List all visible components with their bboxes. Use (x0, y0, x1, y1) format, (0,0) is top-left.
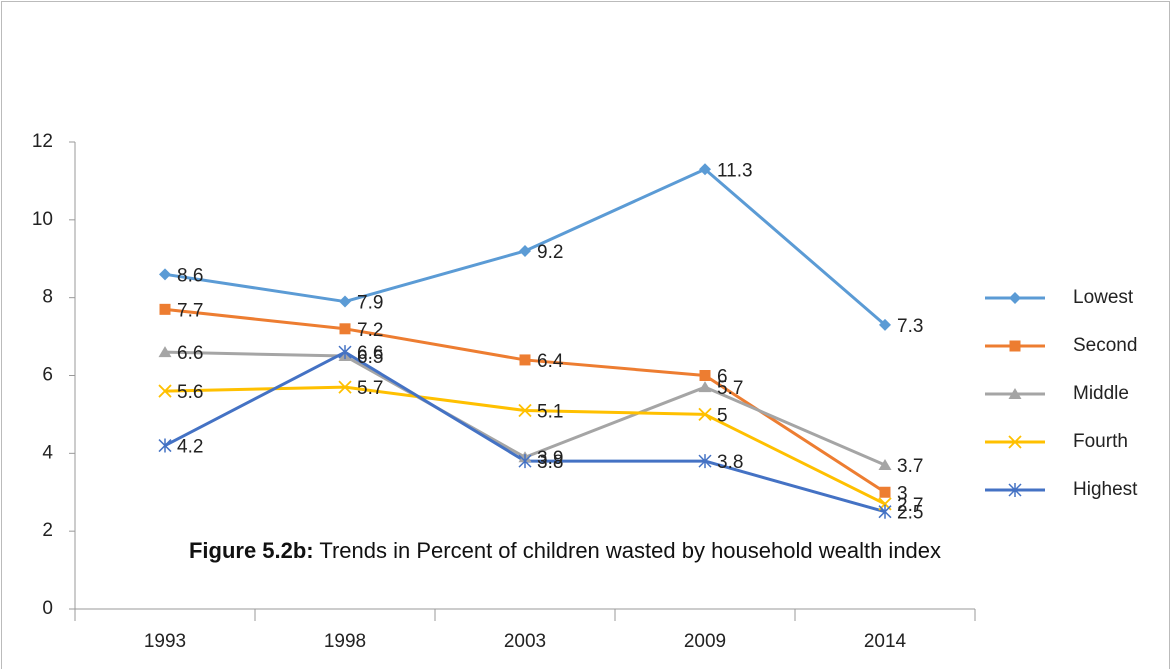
marker (699, 163, 711, 176)
marker (158, 384, 172, 398)
marker (1008, 388, 1022, 399)
y-tick-label: 10 (32, 209, 53, 230)
data-label: 6.6 (357, 343, 383, 364)
data-label: 5.1 (537, 402, 563, 423)
marker (338, 380, 352, 394)
marker (699, 370, 711, 381)
marker (519, 354, 531, 366)
data-label: 4.2 (177, 437, 203, 458)
data-label: 3 (897, 483, 908, 504)
marker (1009, 292, 1021, 304)
data-label: 6.5 (357, 347, 383, 368)
data-label: 7.2 (357, 320, 383, 341)
marker (159, 268, 171, 281)
data-label: 9.2 (537, 242, 563, 263)
data-label: 5.7 (357, 378, 383, 399)
data-label: 3.9 (537, 448, 563, 469)
marker (879, 486, 891, 498)
data-label: 5.7 (717, 378, 743, 399)
x-tick-label: 1998 (324, 631, 366, 652)
x-tick-label: 1993 (144, 631, 186, 652)
y-tick-label: 4 (42, 442, 53, 463)
legend-label: Fourth (1073, 431, 1128, 452)
data-label: 6.6 (177, 343, 203, 364)
title-prefix: Figure 5.2b: (188, 538, 314, 563)
marker (158, 438, 172, 453)
marker (698, 407, 712, 422)
x-tick-label: 2003 (504, 631, 546, 652)
y-tick-label: 8 (42, 287, 53, 308)
data-label: 5 (717, 405, 728, 426)
marker (879, 318, 891, 331)
data-label: 3.8 (537, 452, 563, 473)
marker (338, 345, 352, 360)
data-label: 2.5 (897, 503, 923, 524)
marker (518, 454, 532, 469)
data-label: 5.6 (177, 382, 203, 403)
marker (698, 381, 712, 393)
x-tick-label: 2009 (684, 631, 726, 652)
y-tick-label: 0 (42, 598, 53, 619)
data-label: 7.3 (897, 316, 923, 337)
data-label: 3.7 (897, 456, 923, 477)
marker (878, 459, 892, 471)
marker (158, 346, 172, 358)
data-label: 3.8 (717, 452, 743, 473)
legend-label: Second (1073, 335, 1137, 356)
marker (878, 504, 892, 519)
marker (519, 244, 531, 257)
y-tick-label: 2 (42, 520, 53, 541)
legend-label: Lowest (1073, 287, 1134, 308)
title-text: Trends in Percent of children wasted by … (319, 538, 942, 563)
marker (339, 323, 351, 335)
chart-title: Figure 5.2b: Trends in Percent of childr… (150, 534, 980, 567)
marker (1008, 483, 1022, 497)
x-tick-label: 2014 (864, 631, 907, 652)
data-label: 2.7 (897, 495, 923, 516)
data-label: 6 (717, 367, 728, 388)
marker (518, 403, 532, 418)
legend-label: Highest (1073, 479, 1138, 500)
data-label: 11.3 (717, 160, 753, 181)
marker (1009, 340, 1021, 352)
data-label: 8.6 (177, 265, 203, 286)
y-tick-label: 6 (42, 365, 53, 386)
marker (339, 295, 351, 308)
data-label: 6.4 (537, 351, 564, 372)
data-label: 7.7 (177, 300, 203, 321)
marker (698, 454, 712, 469)
marker (1008, 435, 1022, 449)
marker (159, 303, 171, 315)
y-tick-label: 12 (32, 131, 53, 152)
data-label: 7.9 (357, 293, 383, 314)
legend-label: Middle (1073, 383, 1129, 404)
